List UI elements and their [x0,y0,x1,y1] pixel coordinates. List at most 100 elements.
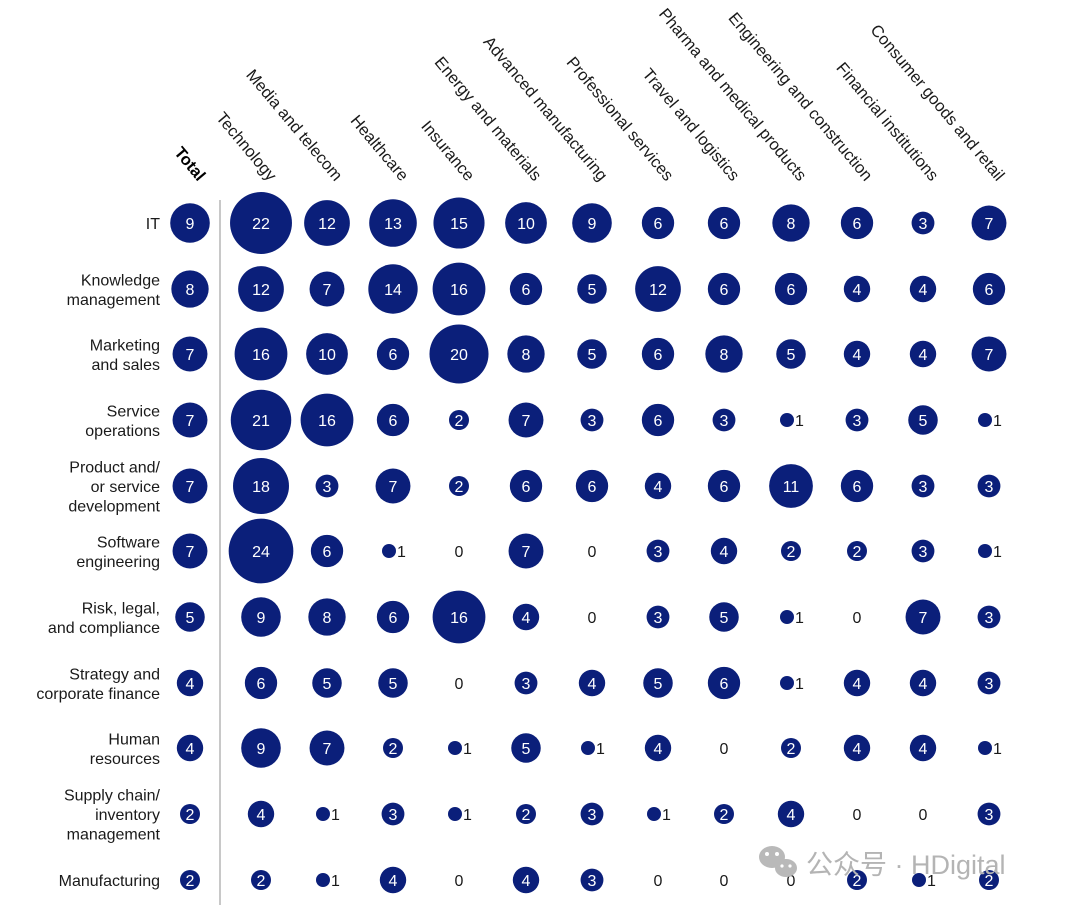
bubble-cell: 1 [647,807,671,824]
value-label: 5 [787,347,796,364]
value-label: 4 [853,741,862,758]
bubble [230,389,292,451]
bubble-cell: 7 [172,468,208,504]
bubble [512,603,540,631]
value-label: 9 [257,610,266,627]
value-label: 0 [455,544,464,561]
value-label: 5 [522,741,531,758]
bubble [376,337,410,371]
bubble-cell: 4 [247,800,275,828]
bubble-cell: 2 [714,804,734,824]
bubble [978,544,992,558]
value-label: 12 [318,216,336,233]
bubble [379,866,407,894]
value-label: 1 [795,413,804,430]
row-label: Marketing [90,337,160,354]
bubble-cell: 0 [455,544,464,561]
value-label: 1 [662,807,671,824]
bubble-cell: 9 [241,597,281,637]
bubble [306,333,348,375]
bubble-cell: 1 [316,873,340,890]
column-label: Insurance [417,117,477,184]
bubble-cell: 6 [244,666,278,700]
bubble-cell: 0 [720,741,729,758]
value-label: 1 [331,873,340,890]
value-label: 1 [463,741,472,758]
value-label: 4 [257,807,266,824]
bubble [176,669,204,697]
bubble [641,337,675,371]
value-label: 22 [252,216,270,233]
row-label: or service [91,479,160,496]
value-label: 4 [522,873,531,890]
bubble-cell: 0 [787,873,796,890]
value-label: 7 [522,544,531,561]
value-label: 2 [787,741,796,758]
bubble [979,870,999,890]
bubble [376,600,410,634]
value-label: 2 [787,544,796,561]
row-label: Supply chain/ [64,788,161,805]
bubble [847,870,867,890]
value-label: 7 [919,610,928,627]
value-label: 2 [186,873,195,890]
value-label: 2 [257,873,266,890]
bubble [509,272,543,306]
row-label: Manufacturing [59,873,160,890]
bubble [978,413,992,427]
bubble [911,539,935,563]
value-label: 0 [588,544,597,561]
bubble-cell: 5 [577,339,607,369]
bubble-cell: 3 [911,211,935,235]
bubble [705,335,743,373]
value-label: 6 [654,347,663,364]
value-label: 3 [522,676,531,693]
bubble [646,539,670,563]
bubble [176,734,204,762]
value-label: 7 [985,216,994,233]
value-label: 6 [257,676,266,693]
bubble [971,205,1007,241]
value-label: 5 [919,413,928,430]
bubble [644,472,672,500]
bubble [641,403,675,437]
value-label: 3 [985,610,994,627]
bubble-cell: 10 [306,333,348,375]
bubble [707,272,741,306]
bubble [643,668,673,698]
bubble [911,474,935,498]
value-label: 6 [389,347,398,364]
bubble [977,605,1001,629]
bubble-cell: 1 [780,610,804,627]
bubble-cell: 1 [581,741,605,758]
bubble [382,544,396,558]
bubble-cell: 3 [580,868,604,892]
row-label: Risk, legal, [82,600,160,617]
bubble [843,734,871,762]
bubble [241,728,281,768]
value-label: 0 [919,807,928,824]
value-label: 3 [985,807,994,824]
value-label: 5 [588,282,597,299]
value-label: 10 [318,347,336,364]
bubble [843,275,871,303]
value-label: 1 [795,676,804,693]
bubble-cell: 4 [578,669,606,697]
bubble [378,668,408,698]
row-labels: IT Knowledge management Marketing and sales S… [36,216,160,890]
bubble [774,272,808,306]
bubble-cell: 6 [707,206,741,240]
bubble-cell: 3 [845,408,869,432]
row-label: resources [90,751,160,768]
value-label: 2 [720,807,729,824]
column-label: Technology [212,109,280,185]
bubble [644,734,672,762]
value-label: 6 [522,479,531,496]
value-label: 2 [455,413,464,430]
row-label: inventory [95,807,160,824]
value-label: 15 [450,216,468,233]
value-label: 4 [919,676,928,693]
bubble [580,802,604,826]
value-label: 0 [720,741,729,758]
